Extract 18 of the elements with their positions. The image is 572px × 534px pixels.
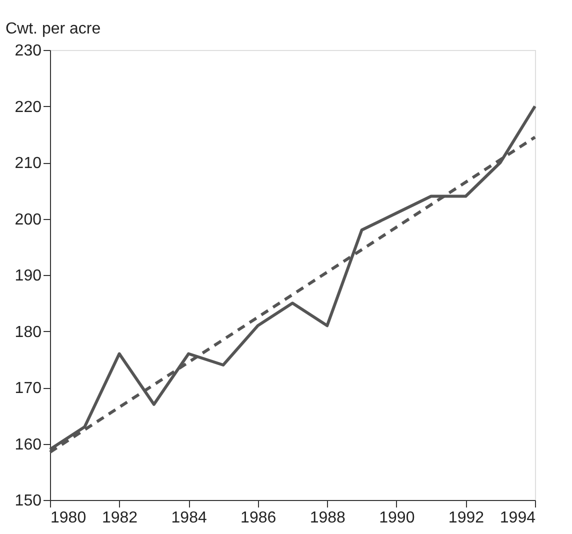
y-axis-title: Cwt. per acre [6,20,101,38]
y-tick-label: 150 [14,492,42,510]
x-tick-label: 1980 [50,510,86,526]
x-tick-label: 1994 [500,510,536,526]
x-tick-label: 1988 [310,510,346,526]
y-tick-label: 220 [14,98,42,116]
y-tick-label: 160 [14,436,42,454]
y-tick-label: 180 [14,324,42,341]
y-tick-label: 210 [14,155,42,172]
y-tick-label: 170 [14,380,42,397]
y-tick-label: 230 [14,42,42,60]
y-tick-label: 200 [14,211,42,228]
x-tick-label: 1986 [240,510,276,526]
x-tick-label: 1984 [171,510,207,526]
y-tick-label: 190 [14,268,42,284]
x-tick-label: 1992 [448,510,484,526]
x-tick-label: 1990 [379,510,415,526]
x-tick-label: 1982 [102,510,138,526]
